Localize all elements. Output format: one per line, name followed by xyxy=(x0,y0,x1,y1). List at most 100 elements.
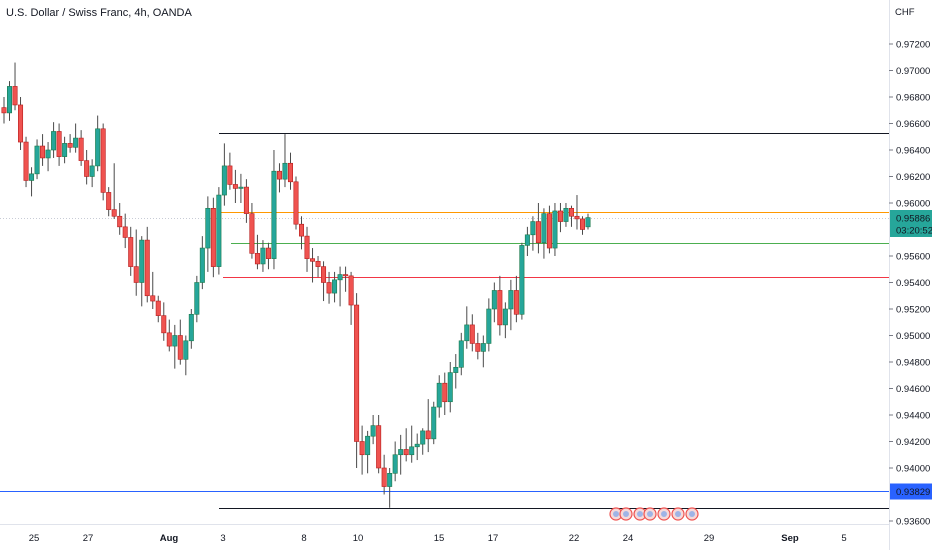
candle-body xyxy=(370,425,376,437)
candle-body xyxy=(100,128,106,193)
candle-body xyxy=(111,209,117,217)
candle-body xyxy=(310,258,316,262)
candle-body xyxy=(508,290,514,310)
time-label: 8 xyxy=(301,533,306,544)
price-tick-label: 0.96000 xyxy=(896,199,930,210)
candle-body xyxy=(210,208,216,267)
time-label: 15 xyxy=(434,533,445,544)
time-labels: 25 27 Aug 3 8 10 15 17 22 24 29 Sep 5 xyxy=(29,533,847,544)
candle-body xyxy=(172,335,178,347)
candle-body xyxy=(29,173,35,181)
price-tick-label: 0.97000 xyxy=(896,66,930,77)
time-label: 17 xyxy=(488,533,499,544)
candle-body xyxy=(447,372,453,403)
candle-body xyxy=(271,170,277,259)
symbol-title[interactable]: U.S. Dollar / Swiss Franc, 4h, OANDA xyxy=(6,7,192,19)
candle-body xyxy=(34,145,40,175)
candle-body xyxy=(392,454,398,474)
candle-body xyxy=(431,406,437,440)
candle-body xyxy=(299,223,305,237)
candle-body xyxy=(557,210,563,222)
candle-body xyxy=(276,170,282,180)
candle-body xyxy=(243,186,249,214)
candle-body xyxy=(568,208,574,217)
candle-body xyxy=(436,382,442,408)
candle-body xyxy=(287,162,293,183)
currency-label: CHF xyxy=(895,7,915,18)
candle-body xyxy=(18,104,24,143)
candle-body xyxy=(117,215,123,228)
level-price-value: 0.93829 xyxy=(896,487,930,498)
candle-body xyxy=(260,247,266,265)
price-tick-label: 0.96400 xyxy=(896,146,930,157)
time-label: Sep xyxy=(781,533,799,544)
candle-body xyxy=(265,247,271,259)
candles xyxy=(1,62,591,508)
time-label: 3 xyxy=(220,533,225,544)
candle-body xyxy=(409,446,415,456)
candle-body xyxy=(161,315,167,334)
candle-body xyxy=(420,430,426,445)
price-tick-label: 0.94800 xyxy=(896,358,930,369)
candle-body xyxy=(89,165,95,177)
candle-body xyxy=(106,192,112,210)
candle-body xyxy=(40,145,46,159)
candle-body xyxy=(183,340,189,360)
candle-body xyxy=(122,226,128,238)
candle-body xyxy=(403,449,409,456)
candle-body xyxy=(585,217,591,228)
candle-body xyxy=(128,237,134,267)
candle-body xyxy=(574,215,580,220)
price-tick-label: 0.96600 xyxy=(896,119,930,130)
candle-body xyxy=(348,275,354,306)
economic-event-flag-icon xyxy=(637,511,643,517)
candle-body xyxy=(7,86,13,114)
current-price-value: 0.95886 xyxy=(896,214,930,225)
candle-body xyxy=(51,131,57,151)
candle-body xyxy=(304,235,310,259)
candle-body xyxy=(293,181,299,225)
price-tick-label: 0.93600 xyxy=(896,517,930,528)
candle-body xyxy=(221,165,227,196)
candle-body xyxy=(337,274,343,281)
economic-event-flag-icon xyxy=(675,511,681,517)
candle-body xyxy=(150,295,156,302)
level-price-badge xyxy=(890,483,932,500)
candle-body xyxy=(497,290,503,326)
candle-body xyxy=(453,366,459,373)
candle-body xyxy=(376,425,382,469)
price-tick-label: 0.94400 xyxy=(896,411,930,422)
candle-body xyxy=(491,290,497,310)
candle-body xyxy=(1,107,7,114)
price-tick-label: 0.95000 xyxy=(896,331,930,342)
candle-body xyxy=(535,221,541,244)
candle-body xyxy=(67,143,73,148)
candle-body xyxy=(425,430,431,440)
candle-body xyxy=(56,131,62,157)
candle-body xyxy=(216,194,222,267)
candle-body xyxy=(232,184,238,189)
candle-body xyxy=(282,162,288,180)
candle-body xyxy=(249,213,255,254)
candle-body xyxy=(12,86,18,106)
time-label: 25 xyxy=(29,533,40,544)
candle-body xyxy=(464,324,470,342)
candle-body xyxy=(359,441,365,456)
candle-body xyxy=(205,208,211,249)
candle-body xyxy=(166,332,172,347)
economic-event-flag-icon xyxy=(623,511,629,517)
price-tick-label: 0.95400 xyxy=(896,278,930,289)
time-label: 29 xyxy=(704,533,715,544)
price-tick-label: 0.95200 xyxy=(896,305,930,316)
candle-body xyxy=(326,282,332,294)
candle-body xyxy=(199,247,205,283)
candle-body xyxy=(469,324,475,344)
candle-body xyxy=(475,343,481,352)
candle-body xyxy=(513,290,519,315)
candle-body xyxy=(502,308,508,326)
candle-body xyxy=(354,304,360,442)
candle-body xyxy=(387,472,393,487)
candle-body xyxy=(442,382,448,403)
economic-event-flag-icon xyxy=(661,511,667,517)
